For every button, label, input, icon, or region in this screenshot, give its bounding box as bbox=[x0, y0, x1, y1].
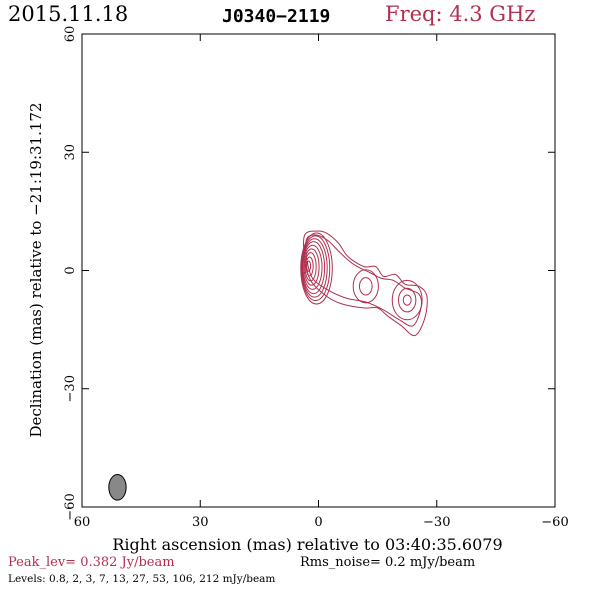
contour-core bbox=[302, 244, 323, 290]
contour-outer bbox=[303, 230, 428, 337]
observation-date: 2015.11.18 bbox=[8, 2, 129, 26]
x-axis-label: Right ascension (mas) relative to 03:40:… bbox=[112, 535, 503, 554]
contour-second bbox=[305, 234, 422, 327]
contour-levels: Levels: 0.8, 2, 3, 7, 13, 27, 53, 106, 2… bbox=[8, 573, 276, 585]
contour-core bbox=[304, 252, 317, 282]
y-tick-label: 0 bbox=[63, 266, 78, 274]
x-tick-label: −60 bbox=[541, 515, 568, 530]
contour-core bbox=[303, 248, 320, 286]
contour-knot-1 bbox=[358, 277, 373, 296]
peak-level: Peak_lev= 0.382 Jy/beam bbox=[8, 555, 175, 570]
contour-core bbox=[300, 232, 333, 305]
beam-ellipse bbox=[108, 473, 127, 501]
x-tick-label: −30 bbox=[423, 515, 450, 530]
x-tick-label: 30 bbox=[192, 515, 209, 530]
contour-knot-2 bbox=[402, 294, 412, 306]
contour-knot-2 bbox=[398, 287, 417, 313]
rms-noise: Rms_noise= 0.2 mJy/beam bbox=[300, 555, 476, 570]
frequency-label: Freq: 4.3 GHz bbox=[385, 2, 536, 26]
y-tick-label: −60 bbox=[63, 493, 78, 520]
contour-core bbox=[306, 260, 312, 272]
y-tick-label: 60 bbox=[63, 26, 78, 43]
y-tick-label: −30 bbox=[63, 375, 78, 402]
x-tick-label: 0 bbox=[314, 515, 322, 530]
contour-knot-1 bbox=[352, 269, 379, 304]
contour-knot-2 bbox=[391, 279, 423, 321]
contour-core bbox=[300, 235, 331, 302]
x-tick-label: 60 bbox=[74, 515, 91, 530]
y-tick-label: 30 bbox=[63, 144, 78, 161]
contour-core bbox=[305, 256, 314, 277]
source-name: J0340−2119 bbox=[222, 6, 331, 27]
contour-core bbox=[302, 241, 326, 295]
contour-core bbox=[301, 238, 328, 298]
